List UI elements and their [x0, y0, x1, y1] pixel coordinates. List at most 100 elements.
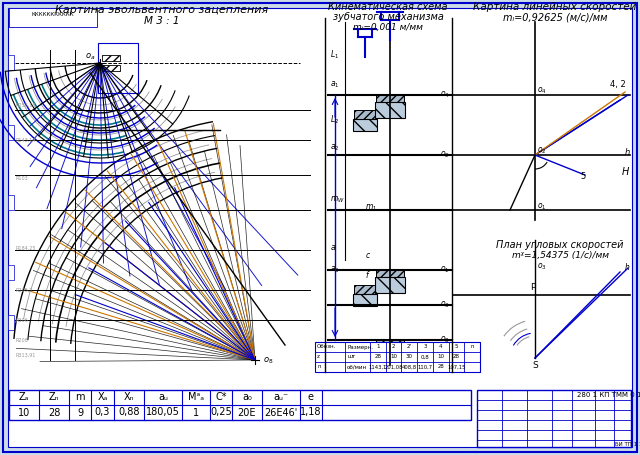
Text: Xₙ: Xₙ	[124, 393, 134, 403]
Text: $o_1$: $o_1$	[537, 201, 547, 212]
Bar	[8, 55, 14, 70]
Text: 0,3: 0,3	[95, 408, 110, 418]
Bar	[375, 277, 405, 293]
Text: $a_3$: $a_3$	[330, 265, 340, 275]
Text: h: h	[625, 148, 630, 157]
Text: 280 1 КП ТММ 0 1 04 000: 280 1 КП ТММ 0 1 04 000	[577, 392, 640, 398]
Text: 1: 1	[193, 408, 199, 418]
Text: $L_2$: $L_2$	[330, 114, 339, 126]
Text: 2: 2	[392, 344, 396, 349]
Text: 201,08: 201,08	[385, 364, 403, 369]
Bar	[354, 285, 376, 297]
Text: ККККККККККК: ККККККККККК	[32, 12, 74, 17]
Bar	[376, 340, 404, 352]
Text: 10: 10	[437, 354, 444, 359]
Bar	[102, 65, 120, 71]
Text: Обозн.: Обозн.	[317, 344, 337, 349]
Text: Картина эвольвентного зацепления: Картина эвольвентного зацепления	[56, 5, 269, 15]
Text: 3: 3	[423, 344, 427, 349]
Text: $o_1$: $o_1$	[440, 265, 449, 275]
Text: об/мин: об/мин	[347, 364, 367, 369]
Text: z: z	[317, 354, 320, 359]
Text: зубчатого механизма: зубчатого механизма	[333, 12, 444, 22]
Text: $o_2$: $o_2$	[440, 150, 449, 160]
Text: М 3 : 1: М 3 : 1	[144, 16, 180, 26]
Text: Mᵃₐ: Mᵃₐ	[188, 393, 204, 403]
Text: 26E46': 26E46'	[264, 408, 298, 418]
Bar	[354, 110, 376, 122]
Bar	[8, 125, 14, 140]
Text: n: n	[317, 364, 321, 369]
Text: R205,2: R205,2	[15, 288, 33, 293]
Bar	[9, 8, 97, 27]
Text: R306: R306	[15, 318, 28, 323]
Bar	[477, 390, 631, 447]
Text: 20E: 20E	[237, 408, 256, 418]
Text: e: e	[308, 393, 314, 403]
Text: Zₙ: Zₙ	[49, 393, 60, 403]
Bar	[8, 265, 14, 280]
Bar	[375, 102, 405, 118]
Text: 0,25: 0,25	[210, 408, 232, 418]
Text: 4, 2: 4, 2	[610, 80, 626, 89]
Text: $a_2$: $a_2$	[330, 143, 340, 153]
Text: 28: 28	[374, 354, 381, 359]
Bar	[102, 55, 120, 61]
Bar	[8, 315, 14, 330]
Text: $m_1$: $m_1$	[365, 203, 378, 213]
Text: m: m	[76, 393, 84, 403]
Text: C*: C*	[215, 393, 227, 403]
Text: R184,25: R184,25	[15, 246, 35, 251]
Text: h: h	[625, 263, 630, 272]
Text: 4: 4	[439, 344, 442, 349]
Bar	[8, 195, 14, 210]
Text: mᵡ=1,54375 (1/с)/мм: mᵡ=1,54375 (1/с)/мм	[511, 251, 609, 260]
Text: Кинематическая схема: Кинематическая схема	[328, 2, 448, 12]
Text: Zₐ: Zₐ	[19, 393, 29, 403]
Bar	[376, 95, 404, 107]
Text: $o_8$: $o_8$	[263, 355, 273, 365]
Text: БИ ТП 1 1-08-1: БИ ТП 1 1-08-1	[615, 441, 640, 446]
Text: шт: шт	[347, 354, 355, 359]
Text: 0,88: 0,88	[118, 408, 140, 418]
Text: 1143,1: 1143,1	[369, 364, 387, 369]
Text: 30: 30	[406, 354, 413, 359]
Text: $o_4$: $o_4$	[440, 90, 450, 100]
Bar	[315, 342, 480, 372]
Text: Размерн.: Размерн.	[347, 344, 373, 349]
Text: R143,14: R143,14	[15, 137, 35, 142]
Text: 107,15: 107,15	[447, 364, 466, 369]
Bar	[353, 119, 377, 131]
Text: n: n	[470, 344, 474, 349]
Text: $f$: $f$	[365, 269, 371, 280]
Text: $o_8$: $o_8$	[440, 335, 450, 345]
Text: $m_W$: $m_W$	[330, 195, 345, 205]
Text: 408,8: 408,8	[402, 364, 417, 369]
Text: H: H	[622, 167, 629, 177]
Text: $a_1$: $a_1$	[330, 80, 340, 90]
Text: 1,18: 1,18	[300, 408, 322, 418]
Text: R208: R208	[15, 338, 28, 343]
Bar	[9, 390, 471, 420]
Bar	[353, 294, 377, 306]
Text: $o_a$: $o_a$	[85, 52, 95, 62]
Text: План угловых скоростей: План угловых скоростей	[496, 240, 624, 250]
Text: $o_4$: $o_4$	[537, 86, 547, 96]
Text: $c$: $c$	[365, 251, 371, 259]
Text: 5: 5	[454, 344, 458, 349]
Text: Картина линейных скоростей: Картина линейных скоростей	[474, 2, 637, 12]
Text: $a$: $a$	[330, 243, 336, 253]
Text: 2': 2'	[407, 344, 412, 349]
Text: $o_2$: $o_2$	[537, 146, 547, 157]
Text: R103: R103	[15, 176, 28, 181]
Text: 10: 10	[18, 408, 30, 418]
Text: 10: 10	[390, 354, 397, 359]
Text: Xₐ: Xₐ	[97, 393, 108, 403]
Text: 180,05: 180,05	[146, 408, 180, 418]
Bar	[376, 270, 404, 282]
Text: 1: 1	[376, 344, 380, 349]
Text: 28: 28	[48, 408, 60, 418]
Text: 9: 9	[77, 408, 83, 418]
Text: 0,8: 0,8	[420, 354, 429, 359]
Text: R253,18: R253,18	[15, 102, 35, 107]
